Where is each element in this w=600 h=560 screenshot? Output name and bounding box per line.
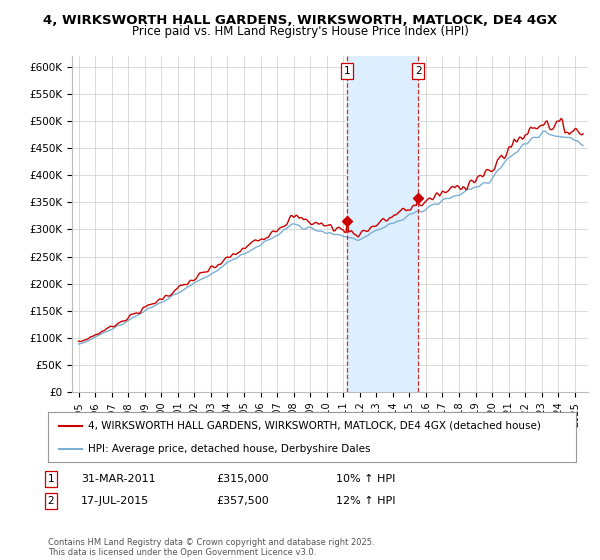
Text: HPI: Average price, detached house, Derbyshire Dales: HPI: Average price, detached house, Derb… xyxy=(88,445,370,454)
Text: 12% ↑ HPI: 12% ↑ HPI xyxy=(336,496,395,506)
Text: £315,000: £315,000 xyxy=(216,474,269,484)
Text: 4, WIRKSWORTH HALL GARDENS, WIRKSWORTH, MATLOCK, DE4 4GX: 4, WIRKSWORTH HALL GARDENS, WIRKSWORTH, … xyxy=(43,14,557,27)
Text: 1: 1 xyxy=(47,474,55,484)
Text: £357,500: £357,500 xyxy=(216,496,269,506)
Text: 1: 1 xyxy=(344,66,350,76)
Text: 10% ↑ HPI: 10% ↑ HPI xyxy=(336,474,395,484)
Bar xyxy=(347,56,418,392)
Text: 2: 2 xyxy=(415,66,422,76)
Text: Contains HM Land Registry data © Crown copyright and database right 2025.
This d: Contains HM Land Registry data © Crown c… xyxy=(48,538,374,557)
Text: Price paid vs. HM Land Registry's House Price Index (HPI): Price paid vs. HM Land Registry's House … xyxy=(131,25,469,38)
Text: 2: 2 xyxy=(47,496,55,506)
Text: 31-MAR-2011: 31-MAR-2011 xyxy=(81,474,155,484)
Text: 17-JUL-2015: 17-JUL-2015 xyxy=(81,496,149,506)
Text: 4, WIRKSWORTH HALL GARDENS, WIRKSWORTH, MATLOCK, DE4 4GX (detached house): 4, WIRKSWORTH HALL GARDENS, WIRKSWORTH, … xyxy=(88,421,541,431)
